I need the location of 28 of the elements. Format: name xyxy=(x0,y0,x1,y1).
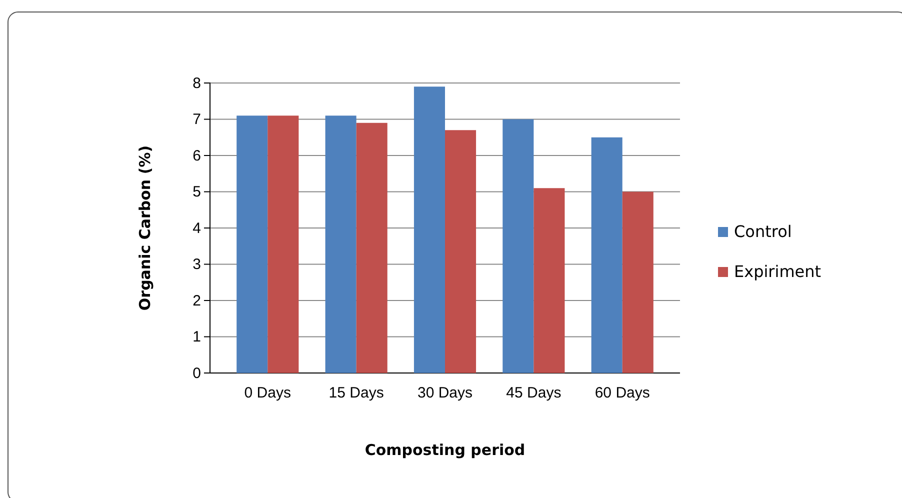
bar xyxy=(414,86,445,373)
legend-label: Control xyxy=(734,222,792,241)
legend-label: Expiriment xyxy=(734,262,822,281)
bar xyxy=(356,122,388,373)
y-tick-label: 0 xyxy=(192,364,201,382)
bar xyxy=(445,130,476,373)
bar xyxy=(622,192,654,373)
x-tick-label: 0 Days xyxy=(244,384,291,402)
bar xyxy=(502,119,534,373)
y-axis-title: Organic Carbon (%) xyxy=(136,145,154,311)
bar xyxy=(325,116,356,373)
bar xyxy=(591,137,622,373)
y-tick-label: 2 xyxy=(192,292,201,310)
y-tick-label: 6 xyxy=(192,147,201,164)
bar xyxy=(534,188,565,373)
x-axis-title: Composting period xyxy=(364,441,526,459)
bar xyxy=(236,116,268,373)
y-tick-label: 8 xyxy=(192,74,201,92)
x-tick-label: 15 Days xyxy=(328,384,384,402)
x-tick-label: 45 Days xyxy=(506,384,562,402)
y-tick-label: 7 xyxy=(192,111,201,128)
y-tick-label: 3 xyxy=(192,256,201,274)
x-tick-label: 30 Days xyxy=(417,384,473,402)
y-tick-label: 5 xyxy=(192,184,201,201)
y-tick-label: 1 xyxy=(192,328,201,346)
bar xyxy=(268,116,299,373)
x-tick-label: 60 Days xyxy=(594,384,650,402)
y-tick-label: 4 xyxy=(192,220,201,237)
